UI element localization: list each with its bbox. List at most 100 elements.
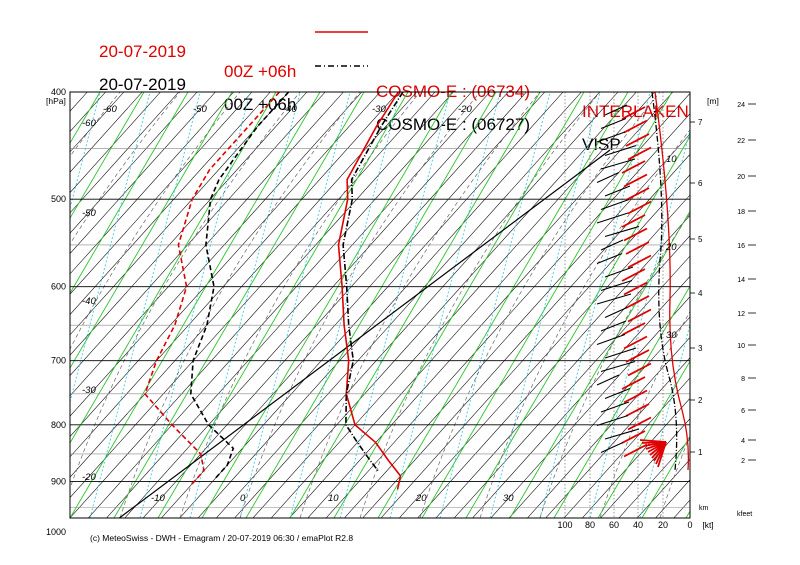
wind-barb-interlaken	[623, 389, 648, 404]
isotherm-line	[70, 92, 381, 437]
wind-barb-visp	[600, 117, 627, 130]
isotherm-line	[70, 92, 454, 518]
isotherm-line	[362, 153, 690, 518]
dry-adiabat-line	[70, 92, 189, 294]
title-model: COSMO-E : (06727)	[376, 115, 530, 134]
isotherm-line	[673, 499, 690, 518]
reference-adiabat	[118, 149, 611, 518]
wind-barb-interlaken	[627, 146, 652, 161]
wind-barb-visp	[604, 185, 631, 197]
moist-adiabat-line	[179, 92, 421, 518]
isotherm-line	[658, 92, 800, 555]
kfeet-tick-label: 22	[737, 138, 745, 145]
series-line-1	[144, 92, 280, 485]
isotherm-line	[70, 92, 308, 356]
dry-adiabat-line	[377, 92, 629, 518]
wind-barb-interlaken	[623, 281, 648, 296]
wind-tick-label: 40	[633, 520, 643, 530]
isotherm-line	[70, 92, 417, 478]
kfeet-tick-label: 16	[737, 243, 745, 250]
wind-barb-interlaken	[625, 295, 650, 309]
wind-barb-interlaken	[623, 335, 648, 350]
wind-barb-visp	[596, 293, 632, 305]
mixing-ratio-line	[489, 92, 601, 518]
isotherm-line	[472, 275, 690, 518]
isotherm-label: -30	[372, 104, 386, 115]
wind-barb-interlaken	[625, 403, 650, 417]
isotherm-label: -50	[82, 208, 96, 219]
isotherm-label: 30	[503, 493, 514, 504]
wind-barb-visp	[600, 279, 633, 292]
isotherm-line	[750, 92, 800, 555]
isotherm-line	[417, 214, 690, 518]
isotherm-label: 10	[666, 154, 677, 165]
dry-adiabat-line	[509, 210, 690, 518]
isotherm-line	[677, 92, 800, 555]
isotherm-label: 0	[240, 493, 246, 504]
kfeet-tick-label: 14	[737, 277, 745, 284]
isotherm-line	[435, 235, 690, 518]
isotherm-line	[252, 92, 637, 518]
isotherm-line	[197, 92, 582, 518]
wind-tick-label: 60	[609, 520, 619, 530]
pressure-tick-label: 1000	[46, 527, 66, 537]
wind-unit-label: [kt]	[702, 520, 713, 530]
wind-barb-interlaken	[623, 443, 648, 458]
isotherm-line	[581, 397, 690, 518]
wind-barb-interlaken	[621, 214, 646, 228]
moist-adiabat-line	[780, 92, 800, 518]
dry-adiabat-line	[245, 92, 497, 518]
mixing-ratio-line	[339, 92, 451, 518]
isotherm-label: -10	[151, 493, 165, 504]
mixing-ratio-line	[0, 92, 50, 518]
dry-adiabat-line	[333, 92, 585, 518]
wind-barb-interlaken	[621, 106, 646, 120]
pressure-tick-label: 600	[51, 282, 66, 292]
wind-barb-visp	[600, 441, 624, 454]
wind-barb-visp	[604, 347, 637, 359]
wind-barb-interlaken	[627, 254, 652, 269]
wind-barb-visp	[600, 239, 624, 251]
isotherm-line	[142, 92, 527, 518]
wind-barb-interlaken	[623, 227, 648, 242]
isotherm-line	[70, 92, 180, 214]
isotherm-line	[0, 92, 51, 555]
wind-barb-visp	[596, 374, 620, 386]
wind-barb-visp	[600, 198, 630, 211]
pressure-tick-label: 900	[51, 476, 66, 486]
kfeet-tick-label: 20	[737, 174, 745, 181]
mixing-ratio-line	[689, 516, 690, 518]
mixing-ratio-line	[289, 92, 401, 518]
wind-tick-label: 20	[658, 520, 668, 530]
dry-adiabat-line	[465, 135, 690, 518]
isotherm-line	[70, 92, 161, 193]
isotherm-label: -60	[82, 118, 96, 129]
isotherm-label: -20	[82, 472, 96, 483]
isotherm-line	[70, 92, 363, 417]
wind-barb-interlaken	[657, 441, 667, 468]
wind-tick-label: 100	[557, 520, 572, 530]
dry-adiabat-line	[597, 360, 690, 518]
isotherm-line	[0, 92, 14, 555]
moist-adiabat-line	[359, 92, 601, 518]
wind-barb-visp	[604, 387, 631, 400]
isotherm-line	[70, 92, 88, 112]
km-tick-label: 1	[698, 448, 703, 457]
wind-barb-visp	[604, 266, 634, 278]
moist-adiabat-line	[479, 129, 690, 518]
isotherm-line	[106, 92, 491, 518]
mixing-ratio-line	[539, 92, 651, 518]
title-station: VISP	[582, 135, 621, 154]
isotherm-label: 10	[328, 493, 339, 504]
dry-adiabat-line	[730, 92, 800, 518]
dry-adiabat-line	[113, 92, 365, 518]
wind-barb-interlaken	[621, 376, 646, 390]
wind-barb-visp	[600, 360, 636, 373]
wind-speed-visp	[651, 92, 678, 471]
wind-barb-visp	[596, 171, 620, 184]
moist-adiabat-line	[299, 92, 541, 518]
isotherm-line	[70, 92, 234, 275]
isotherm-line	[0, 92, 32, 555]
